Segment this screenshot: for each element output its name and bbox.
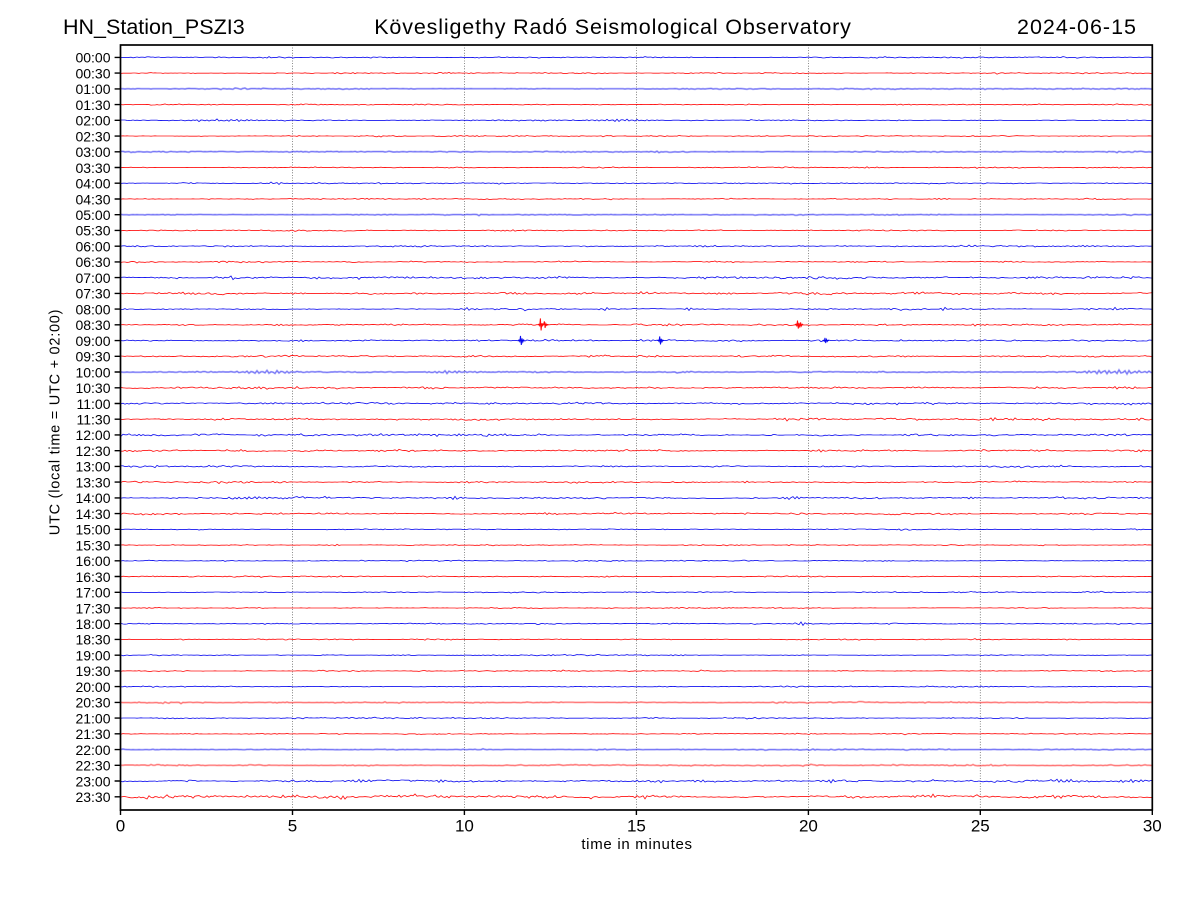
svg-text:15: 15 <box>627 817 646 836</box>
svg-text:23:00: 23:00 <box>75 773 110 789</box>
svg-text:01:00: 01:00 <box>75 81 110 97</box>
svg-text:05:30: 05:30 <box>75 223 110 239</box>
svg-text:03:30: 03:30 <box>75 160 110 176</box>
svg-text:06:30: 06:30 <box>75 254 110 270</box>
svg-text:09:30: 09:30 <box>75 349 110 365</box>
svg-text:12:00: 12:00 <box>75 427 110 443</box>
svg-text:08:00: 08:00 <box>75 301 110 317</box>
svg-text:01:30: 01:30 <box>75 97 110 113</box>
svg-text:18:30: 18:30 <box>75 632 110 648</box>
svg-text:00:00: 00:00 <box>75 50 110 66</box>
svg-text:08:30: 08:30 <box>75 317 110 333</box>
svg-text:22:30: 22:30 <box>75 758 110 774</box>
svg-text:20:00: 20:00 <box>75 679 110 695</box>
svg-text:16:30: 16:30 <box>75 569 110 585</box>
svg-text:03:00: 03:00 <box>75 144 110 160</box>
svg-text:06:00: 06:00 <box>75 239 110 255</box>
svg-text:10:30: 10:30 <box>75 380 110 396</box>
svg-text:00:30: 00:30 <box>75 65 110 81</box>
svg-text:17:00: 17:00 <box>75 585 110 601</box>
svg-text:11:30: 11:30 <box>77 412 111 428</box>
svg-text:30: 30 <box>1143 817 1162 836</box>
svg-text:04:00: 04:00 <box>75 176 110 192</box>
svg-text:12:30: 12:30 <box>75 443 110 459</box>
svg-text:UTC (local time = UTC + 02:00): UTC (local time = UTC + 02:00) <box>48 309 64 535</box>
svg-text:Kövesligethy Radó Seismologica: Kövesligethy Radó Seismological Observat… <box>374 15 852 39</box>
svg-text:07:30: 07:30 <box>75 286 110 302</box>
svg-text:5: 5 <box>288 817 297 836</box>
svg-text:10: 10 <box>455 817 474 836</box>
svg-text:13:00: 13:00 <box>75 459 110 475</box>
svg-text:14:00: 14:00 <box>75 490 110 506</box>
svg-text:time in minutes: time in minutes <box>581 836 692 853</box>
svg-text:21:30: 21:30 <box>75 726 110 742</box>
svg-text:25: 25 <box>971 817 990 836</box>
svg-text:07:00: 07:00 <box>75 270 110 286</box>
svg-text:2024-06-15: 2024-06-15 <box>1017 15 1137 39</box>
svg-text:17:30: 17:30 <box>75 600 110 616</box>
svg-text:23:30: 23:30 <box>75 789 110 805</box>
svg-text:04:30: 04:30 <box>75 191 110 207</box>
svg-text:15:30: 15:30 <box>75 537 110 553</box>
svg-text:14:30: 14:30 <box>75 506 110 522</box>
svg-text:02:00: 02:00 <box>75 113 110 129</box>
svg-text:05:00: 05:00 <box>75 207 110 223</box>
svg-text:22:00: 22:00 <box>75 742 110 758</box>
svg-text:19:00: 19:00 <box>75 648 110 664</box>
svg-text:HN_Station_PSZI3: HN_Station_PSZI3 <box>63 15 245 39</box>
svg-text:10:00: 10:00 <box>75 364 110 380</box>
svg-text:18:00: 18:00 <box>75 616 110 632</box>
svg-text:0: 0 <box>116 817 125 836</box>
svg-text:15:00: 15:00 <box>75 522 110 538</box>
svg-text:21:00: 21:00 <box>75 710 110 726</box>
svg-text:20: 20 <box>799 817 818 836</box>
svg-text:02:30: 02:30 <box>75 128 110 144</box>
svg-text:09:00: 09:00 <box>75 333 110 349</box>
svg-text:13:30: 13:30 <box>75 474 110 490</box>
svg-text:20:30: 20:30 <box>75 695 110 711</box>
svg-text:11:00: 11:00 <box>77 396 111 412</box>
svg-text:16:00: 16:00 <box>75 553 110 569</box>
svg-text:19:30: 19:30 <box>75 663 110 679</box>
